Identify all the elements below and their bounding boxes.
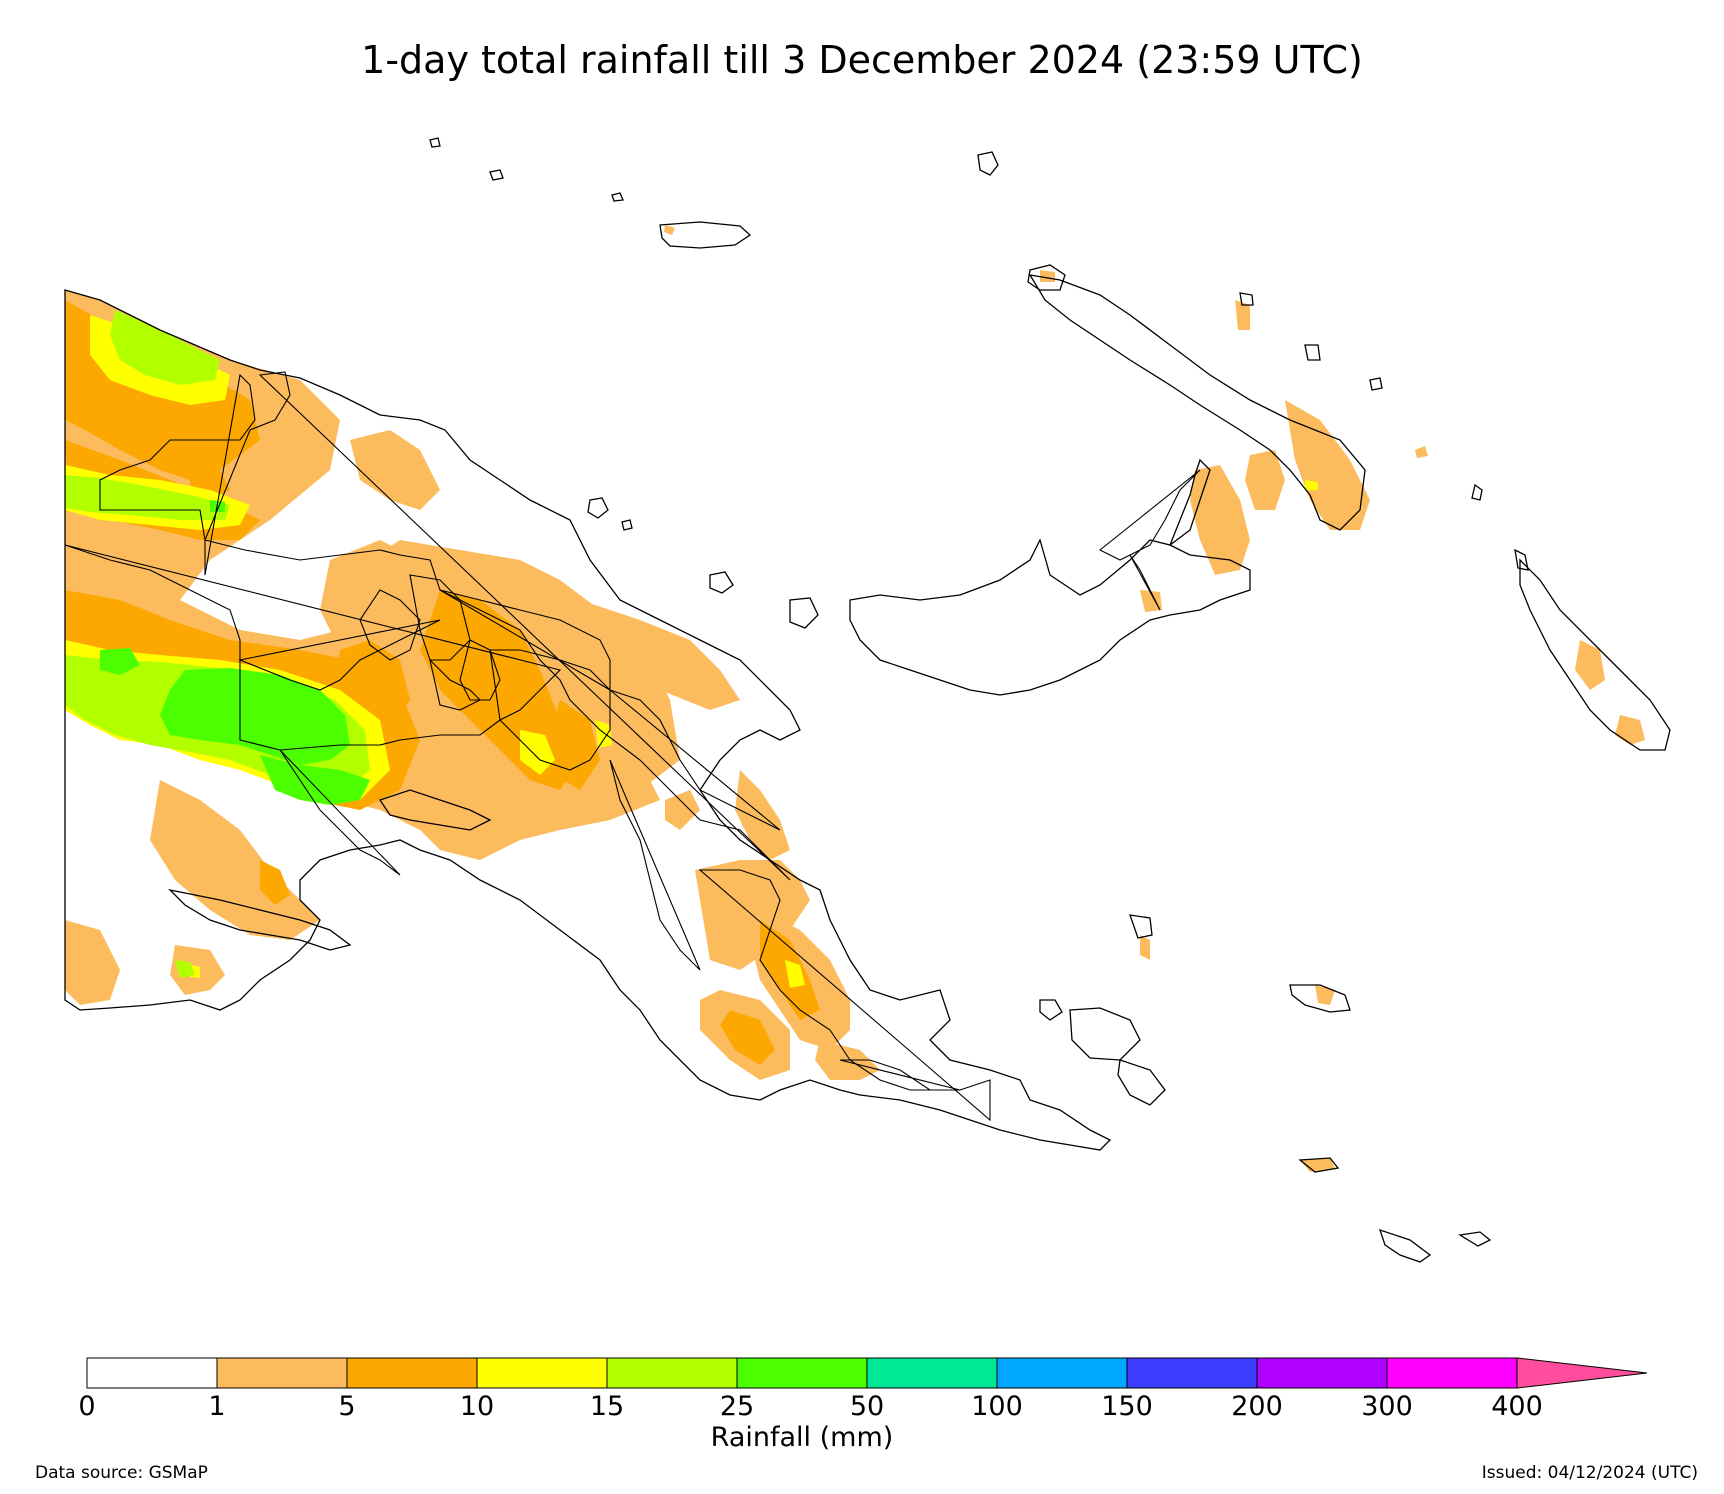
new-guinea-mainland-outline [64,289,1112,1151]
new-britain-outline [849,458,1251,696]
lihir-island-outline [1304,344,1321,361]
new-hanover-outline [1027,264,1066,291]
sudest-island-outline [1378,1228,1432,1263]
legend-bin-0-1 [86,1357,218,1389]
legend-tick-label: 300 [1361,1391,1413,1422]
legend-tick-label: 5 [338,1391,355,1422]
oro-border [839,1059,961,1091]
east-sepik-border [204,371,791,881]
enga-border [359,589,421,661]
long-island-outline [709,571,734,594]
madang-border [439,589,611,691]
sandaun-border [99,373,256,576]
nissan-island-outline [1471,483,1483,501]
wnb-enb-border [1129,554,1161,611]
fly-delta-outline [168,888,352,951]
gulf-coast-outline [378,789,492,831]
western-highlands-border [409,574,471,661]
trobriand-islands-outline [1129,914,1153,939]
legend-tick-label: 0 [78,1391,95,1422]
buka-island-outline [1514,548,1529,571]
ninigo-island-outline [489,169,504,181]
manus-island-outline [659,221,752,249]
hela-border [238,619,441,691]
goodenough-island-outline [1039,999,1063,1021]
legend-bin-1-5 [216,1357,348,1389]
legend-bin-200-300 [1256,1357,1388,1389]
legend-overflow-arrow [1516,1357,1648,1389]
issued-date-label: Issued: 04/12/2024 (UTC) [1481,1463,1698,1483]
hermit-islands-outline [611,192,624,202]
bougainville-outline [1519,558,1671,751]
central-border [698,869,991,1122]
legend-tick-label: 10 [460,1391,494,1422]
legend-bin-25-50 [736,1357,868,1389]
woodlark-island-outline [1289,984,1351,1013]
legend-tick-label: 200 [1231,1391,1283,1422]
legend-bin-150-200 [1126,1357,1258,1389]
western-province-border [64,544,562,751]
province-borders-layer [64,371,1201,1122]
legend-axis-label: Rainfall (mm) [711,1422,894,1453]
data-source-label: Data source: GSMaP [35,1463,208,1483]
new-ireland-outline [1028,274,1366,531]
legend-tick-label: 150 [1101,1391,1153,1422]
legend-bin-100-150 [996,1357,1128,1389]
rainfall-25-50mm-layer [100,500,370,805]
legend-tick-label: 400 [1491,1391,1543,1422]
map-title: 1-day total rainfall till 3 December 202… [361,38,1363,82]
legend-tick-label: 25 [720,1391,754,1422]
legend-tick-label: 15 [590,1391,624,1422]
rossel-island-outline [1458,1231,1492,1247]
eastern-highlands-border [489,649,611,771]
southern-highlands-border [279,749,401,876]
legend-bin-10-15 [476,1357,608,1389]
wuvulu-island-outline [429,137,441,148]
tabar-island-outline [1239,292,1254,306]
legend-bin-5-10 [346,1357,478,1389]
normanby-island-outline [1117,1059,1166,1106]
legend-tick-label: 1 [208,1391,225,1422]
karkar-island-outline [587,497,609,519]
legend-tick-label: 50 [850,1391,884,1422]
new-britain-border [1098,469,1201,561]
mussau-island-outline [977,151,999,176]
umboi-island-outline [789,597,819,629]
legend-bin-15-25 [606,1357,738,1389]
legend-tick-label: 100 [971,1391,1023,1422]
morobe-border [609,689,781,831]
feni-island-outline [1369,377,1383,391]
legend-bin-300-400 [1386,1357,1518,1389]
legend-bin-50-100 [866,1357,998,1389]
fergusson-island-outline [1069,1007,1141,1061]
gulf-border [609,759,701,971]
misima-island-outline [1298,1157,1340,1173]
coastline-layer [64,137,1671,1263]
bagabag-island-outline [621,519,633,531]
